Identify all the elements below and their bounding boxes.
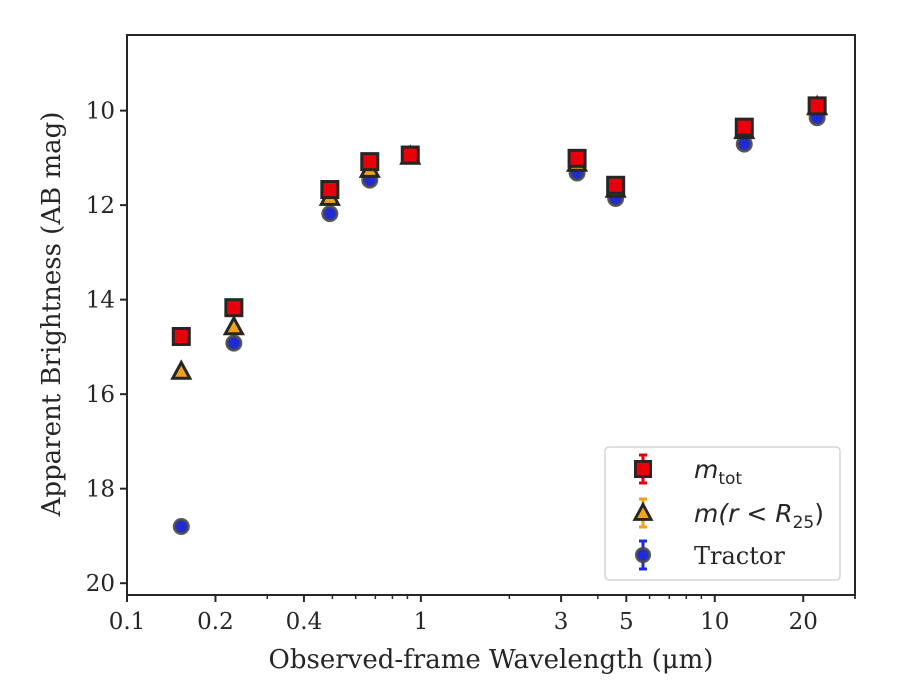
- data-point-circle-0: [172, 517, 190, 535]
- plot-area: [170, 94, 829, 535]
- series-square: [171, 96, 827, 347]
- legend-label-square: mtot: [694, 455, 742, 489]
- y-tick-label: 20: [86, 571, 115, 597]
- data-point-square-0: [171, 327, 191, 347]
- data-point-triangle-0: [170, 359, 193, 380]
- axes: 10 12 14 16 18 20 0.1 0.2 0.4 1 3 5 10 20: [86, 34, 856, 635]
- data-point-square-3: [360, 152, 380, 172]
- legend-label-circle: Tractor: [694, 542, 785, 570]
- legend-entry-square: mtot: [633, 453, 742, 489]
- x-tick-label: 0.1: [109, 609, 146, 635]
- y-tick-label: 14: [86, 288, 115, 314]
- data-point-circle-1: [225, 334, 243, 352]
- data-point-circle-2: [321, 205, 339, 223]
- y-tick-label: 16: [86, 382, 115, 408]
- data-point-square-8: [807, 96, 827, 116]
- data-point-square-2: [320, 180, 340, 200]
- x-axis-label: Observed-frame Wavelength (μm): [269, 645, 714, 675]
- x-tick-label: 0.2: [197, 609, 234, 635]
- data-point-square-1: [224, 298, 244, 318]
- legend-entry-circle: Tractor: [634, 539, 785, 571]
- data-point-square-7: [734, 117, 754, 137]
- y-tick-label: 10: [86, 99, 115, 125]
- y-tick-label: 18: [86, 477, 115, 503]
- legend-marker-triangle: [632, 501, 654, 521]
- x-tick-label: 0.4: [286, 609, 323, 635]
- y-axis-label: Apparent Brightness (AB mag): [37, 112, 67, 518]
- data-point-triangle-1: [222, 314, 245, 336]
- legend-marker-circle: [634, 546, 652, 564]
- data-point-square-4: [400, 145, 420, 165]
- legend-label-triangle: m(r < R25): [694, 499, 824, 533]
- legend-marker-square: [633, 459, 653, 479]
- x-tick-label: 20: [789, 609, 818, 635]
- legend-box: [604, 446, 841, 581]
- y-tick-label: 12: [86, 193, 115, 219]
- data-point-square-5: [567, 148, 587, 168]
- x-tick-label: 3: [554, 609, 569, 635]
- data-point-circle-7: [735, 135, 753, 153]
- data-point-square-6: [606, 175, 626, 195]
- x-tick-label: 5: [619, 609, 634, 635]
- plot-frame: [126, 34, 856, 596]
- series-triangle: [170, 94, 829, 380]
- legend: mtot m(r < R25) Tractor: [604, 446, 841, 581]
- x-tick-label: 10: [700, 609, 729, 635]
- legend-entry-triangle: m(r < R25): [632, 497, 824, 533]
- x-tick-label: 1: [414, 609, 429, 635]
